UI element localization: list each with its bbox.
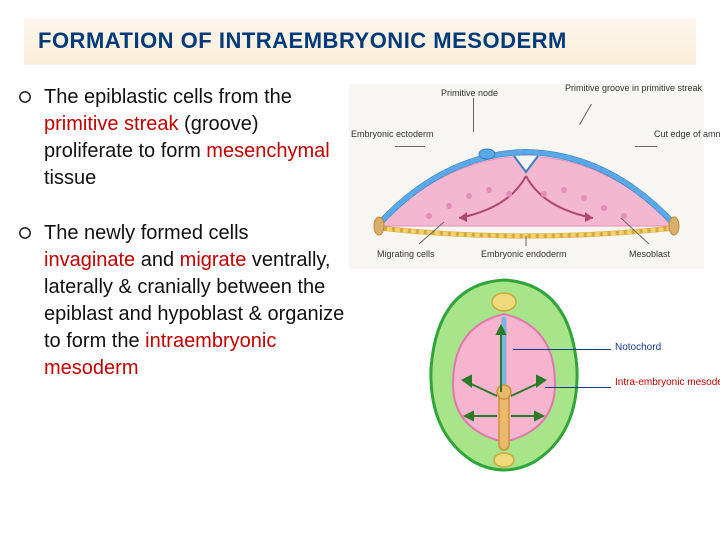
- list-item: The epiblastic cells from the primitive …: [18, 84, 345, 192]
- page-title: FORMATION OF INTRAEMBRYONIC MESODERM: [38, 28, 682, 54]
- bullet-text: The newly formed cells invaginate and mi…: [44, 220, 345, 382]
- leader-line: [545, 387, 611, 388]
- keyword: invaginate: [44, 249, 135, 271]
- bullet-circle-icon: [18, 226, 32, 240]
- keyword: migrate: [180, 249, 247, 271]
- cross-section-diagram: Primitive node Primitive groove in primi…: [349, 84, 704, 269]
- diagram-label: Migrating cells: [377, 249, 435, 259]
- diagram-label: Primitive node: [441, 88, 498, 98]
- diagram-label: Mesoblast: [629, 249, 670, 259]
- disc-svg: [419, 274, 589, 474]
- bullet-circle-icon: [18, 90, 32, 104]
- keyword: mesenchymal: [206, 140, 329, 162]
- title-bar: FORMATION OF INTRAEMBRYONIC MESODERM: [24, 18, 696, 64]
- bullet-text: The epiblastic cells from the primitive …: [44, 84, 345, 192]
- cross-section-svg: [359, 126, 694, 246]
- diagram-label: Intra-embryonic mesoderm: [615, 377, 720, 388]
- text-column: The epiblastic cells from the primitive …: [10, 84, 345, 499]
- keyword: primitive streak: [44, 113, 178, 135]
- content-area: The epiblastic cells from the primitive …: [0, 64, 720, 499]
- diagram-label: Embryonic endoderm: [481, 249, 567, 259]
- diagram-label: Primitive groove in primitive streak: [565, 84, 702, 94]
- diagram-label: Notochord: [615, 342, 661, 353]
- disc-diagram: Notochord Intra-embryonic mesoderm: [349, 269, 704, 499]
- list-item: The newly formed cells invaginate and mi…: [18, 220, 345, 382]
- diagram-column: Primitive node Primitive groove in primi…: [349, 84, 714, 499]
- slide: FORMATION OF INTRAEMBRYONIC MESODERM The…: [0, 18, 720, 558]
- leader-line: [513, 349, 611, 350]
